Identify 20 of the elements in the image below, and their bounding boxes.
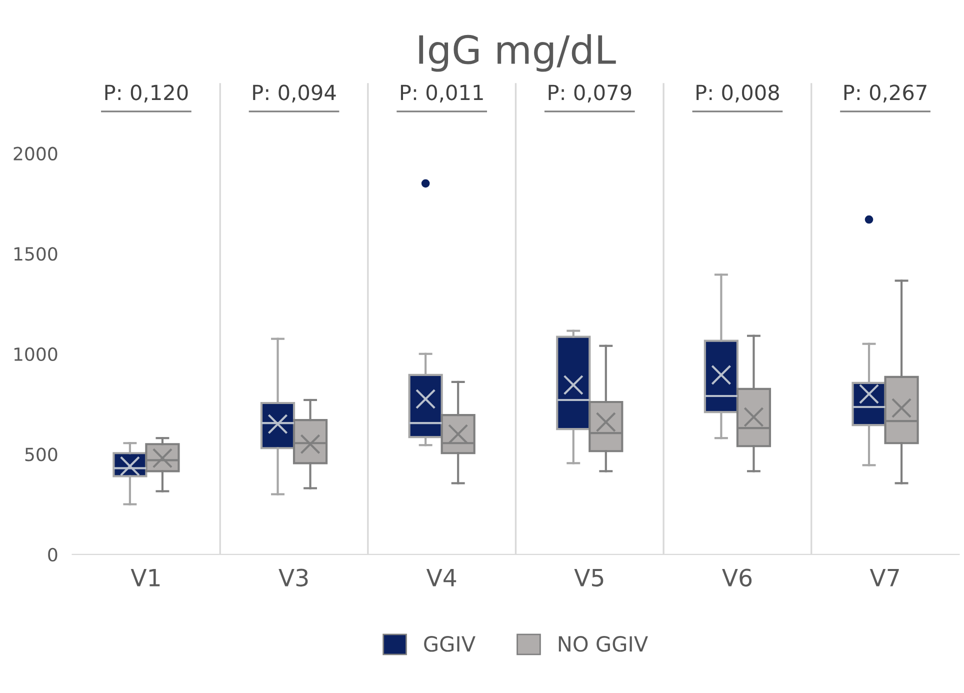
chart-title: IgG mg/dL — [419, 34, 616, 72]
y-tick-label: 500 — [25, 448, 58, 462]
y-tick-label: 2000 — [14, 146, 58, 160]
annotation: P: 0,094 — [253, 84, 336, 102]
legend-label: NO GGIV — [558, 636, 648, 652]
annotation: P: 0,079 — [548, 84, 632, 102]
annotation: P: 0,011 — [400, 84, 483, 102]
y-tick-label: 1000 — [14, 347, 58, 361]
x-tick-label: V5 — [574, 569, 604, 587]
x-tick-label: V1 — [130, 569, 160, 586]
x-tick-label: V7 — [870, 569, 899, 586]
annotation: P: 0,267 — [844, 84, 926, 102]
y-tick-label: 0 — [48, 548, 58, 562]
x-tick-label: V6 — [722, 568, 752, 587]
x-tick-label: V3 — [278, 568, 308, 587]
annotation: P: 0,120 — [105, 84, 188, 102]
x-tick-label: V4 — [426, 569, 456, 586]
y-tick-label: 1500 — [14, 247, 58, 261]
annotation: P: 0,008 — [696, 84, 779, 102]
legend-label: GGIV — [424, 636, 476, 652]
